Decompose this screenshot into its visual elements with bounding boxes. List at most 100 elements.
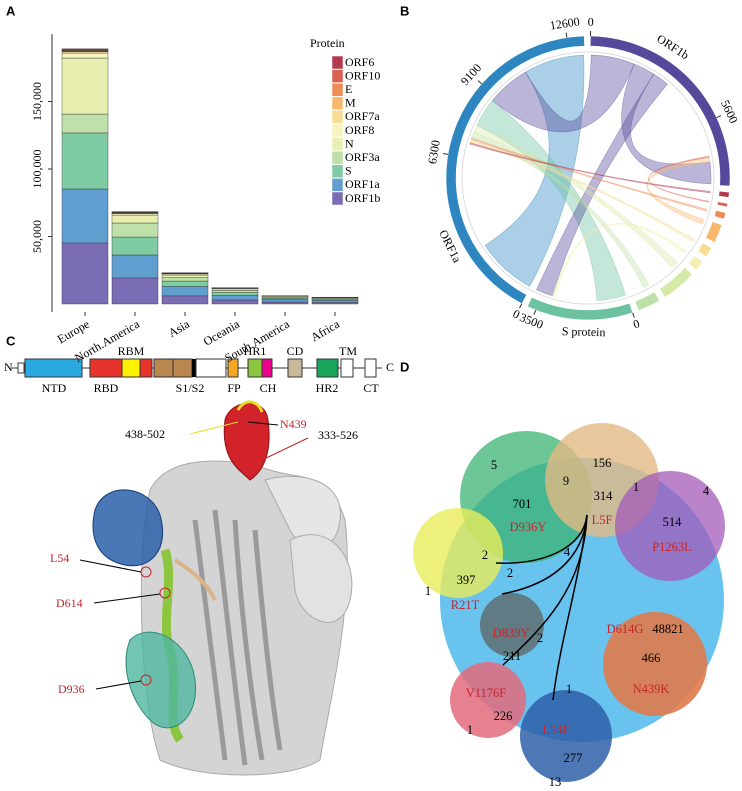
set-name: D839Y [493, 626, 530, 640]
domain [316, 358, 339, 378]
chord-tick [519, 303, 523, 309]
y-tick-label: 150,000 [30, 82, 44, 121]
legend-swatch [331, 69, 344, 83]
legend-swatch [331, 178, 344, 192]
domain-label: RBM [118, 344, 145, 358]
venn-set [615, 471, 725, 581]
count: 1 [425, 584, 431, 598]
legend-label: N [345, 136, 354, 150]
chord-tick-label: 0 [631, 316, 641, 331]
venn-diagram: 48821 701 5 9 156 314 1 4 514 1 397 2 4 … [413, 423, 725, 789]
chord-tick [533, 309, 537, 315]
domain-label: NTD [42, 381, 67, 395]
leader-line [93, 593, 161, 604]
bar-segment [111, 213, 159, 216]
chord-ribbon [469, 142, 711, 194]
chord-sector [705, 221, 723, 243]
chord-sector [718, 190, 730, 198]
count: 314 [594, 489, 614, 503]
set-name: D936Y [510, 520, 547, 534]
legend-swatch [331, 191, 344, 206]
legend-label: ORF10 [345, 68, 380, 82]
leader-line [189, 421, 239, 435]
bar-segment [311, 300, 359, 303]
domain [247, 358, 263, 378]
set-name: V1176F [466, 686, 507, 700]
set-name: D614G [607, 622, 644, 636]
site-marker [159, 587, 171, 599]
domain-label: CD [287, 344, 304, 358]
panel-label: C [6, 333, 16, 348]
ntd-shape [92, 489, 164, 567]
bar-segment [311, 302, 359, 305]
spike-structure: 438-502 N439 333-526 L54 D614 D936 [50, 400, 358, 776]
chord-sector [716, 201, 728, 208]
count: 4 [703, 484, 710, 498]
domain-label: RBD [94, 381, 119, 395]
chord-tick [632, 312, 635, 318]
chord-ribbon [552, 222, 688, 297]
domain [195, 358, 227, 378]
chord-tick [442, 152, 449, 155]
legend-label: ORF8 [345, 123, 374, 137]
chord-tick [477, 80, 483, 85]
domain [364, 358, 377, 378]
domain [172, 358, 193, 378]
leader-line [79, 559, 142, 573]
domain-label: FP [227, 381, 241, 395]
domain-label: HR1 [244, 344, 267, 358]
chord-tick [716, 115, 722, 119]
bar-segment [211, 288, 259, 291]
domain-label: HR2 [316, 381, 339, 395]
domain [121, 358, 141, 378]
legend-swatch [331, 110, 344, 124]
y-tick-label: 100,000 [30, 150, 44, 189]
domain [153, 358, 174, 378]
chord-sector [590, 35, 731, 187]
venn-set [603, 612, 707, 716]
legend-title: Protein [310, 36, 345, 50]
chord-tick-label: 12600 [549, 14, 581, 32]
domain [139, 358, 153, 378]
domain [24, 358, 83, 378]
structure-label: L54 [50, 551, 69, 565]
legend-label: ORF6 [345, 55, 374, 69]
count: 466 [642, 651, 661, 665]
count: 1 [566, 682, 572, 696]
bar-segment [211, 299, 259, 305]
count: 9 [563, 474, 569, 488]
structure-label: D936 [58, 682, 85, 696]
bar-segment [61, 132, 109, 190]
domain-map: N C NTD RBD RBM S1/S2 FP HR1 CH CD HR2 T… [4, 344, 394, 395]
structure-label: 438-502 [125, 427, 165, 441]
helix-bundle [192, 509, 283, 766]
count: 2 [537, 631, 543, 645]
chord-ribbon [648, 155, 710, 203]
chord-sector [714, 210, 726, 220]
bar-segment [161, 277, 209, 282]
bar-segment [261, 297, 309, 300]
connector [552, 514, 588, 701]
sector-name: S protein [562, 324, 606, 339]
count: 1 [633, 480, 639, 494]
venn-set [520, 690, 612, 782]
connector [495, 514, 588, 564]
legend-swatch [331, 150, 344, 165]
bar-segment [61, 113, 109, 134]
count: 13 [549, 775, 562, 789]
set-name: L5F [592, 513, 613, 527]
bar-segment [111, 277, 159, 305]
structure-label: N439 [280, 417, 307, 431]
leader-line [261, 437, 309, 461]
bar-segment [61, 51, 109, 54]
chord-sector [634, 291, 660, 312]
legend-label: ORF1a [345, 177, 380, 191]
bar-segment [111, 222, 159, 238]
chord-inner-ring [461, 51, 715, 305]
bar-segment [61, 188, 109, 244]
y-tick-label: 50,000 [30, 220, 44, 253]
domain-label: CT [363, 381, 379, 395]
bar-segment [211, 290, 259, 293]
domain [340, 358, 354, 378]
